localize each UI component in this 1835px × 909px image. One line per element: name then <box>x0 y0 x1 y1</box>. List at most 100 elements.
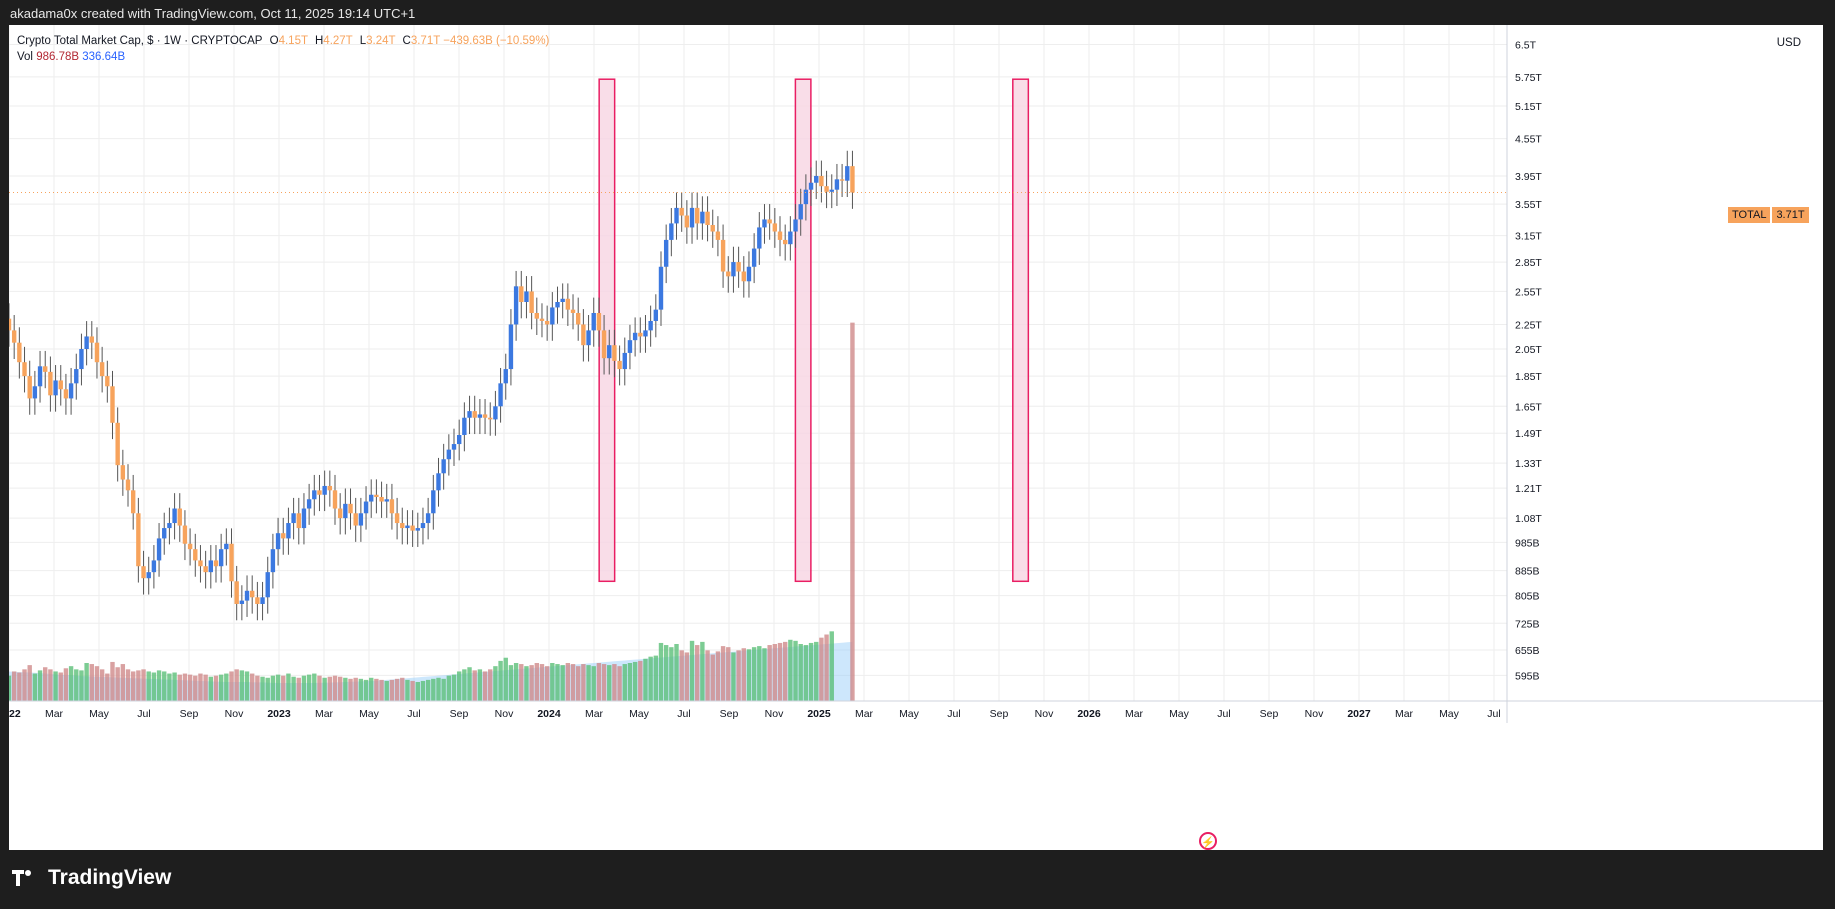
time-tick-label: Nov <box>1305 708 1324 720</box>
volume-bar <box>803 645 809 701</box>
candle <box>555 286 560 324</box>
volume-bar <box>431 678 436 701</box>
chart-frame[interactable]: 6.5T 5.75T 5.15T 4.55T 3.95T 3.55T 3.15T 2.85T 2… <box>9 25 1823 850</box>
candle <box>679 192 684 232</box>
volume-bar <box>508 665 514 701</box>
candle <box>508 309 514 386</box>
candle-body <box>27 376 32 399</box>
volume-bar <box>529 665 534 701</box>
price-tick-label: 2.85T <box>1515 257 1542 269</box>
legend-high-label: H <box>314 35 324 47</box>
candle-body <box>420 523 426 529</box>
candle <box>746 251 752 298</box>
time-tick-label: Nov <box>225 708 244 720</box>
candle-body <box>431 490 436 514</box>
candle <box>270 533 276 589</box>
bolt-icon[interactable]: ⚡ <box>1199 832 1217 850</box>
candle-body <box>322 485 327 495</box>
candle <box>244 575 250 617</box>
candle-body <box>332 490 338 509</box>
volume-bar <box>746 649 752 701</box>
candle-body <box>648 320 653 331</box>
candle <box>425 497 431 540</box>
tradingview-logo-icon <box>12 868 42 888</box>
volume-bar <box>63 668 69 701</box>
candle-body <box>529 291 534 313</box>
candle <box>343 488 348 535</box>
time-tick-label: Sep <box>720 708 739 720</box>
candle <box>120 449 126 496</box>
volume-bar <box>612 664 617 701</box>
price-axis: 6.5T 5.75T 5.15T 4.55T 3.95T 3.55T 3.15T 2.85T 2… <box>1515 40 1542 683</box>
candle-body <box>146 572 151 579</box>
candle-body <box>715 231 721 240</box>
candle-body <box>534 312 540 319</box>
candle <box>674 192 679 240</box>
candle-body <box>467 411 472 418</box>
candle <box>803 174 809 221</box>
candle-body <box>281 533 286 539</box>
tradingview-logo[interactable]: TradingView <box>12 866 171 890</box>
candle-body <box>130 490 136 514</box>
legend-volume-label[interactable]: Vol <box>17 51 33 63</box>
candle <box>705 196 710 242</box>
volume-bar <box>456 671 462 701</box>
time-tick-label: 2026 <box>1077 708 1101 720</box>
last-price-badge-name: TOTAL <box>1728 207 1771 223</box>
volume-bar <box>405 679 410 701</box>
currency-label[interactable]: USD <box>1776 37 1801 49</box>
volume-bar <box>425 679 431 701</box>
candle <box>581 309 586 362</box>
volume-bar <box>110 661 115 701</box>
chart-credit-bar: akadama0x created with TradingView.com, … <box>0 0 1835 28</box>
candle-body <box>612 345 617 361</box>
volume-bar <box>58 672 63 701</box>
volume-bar <box>451 674 457 701</box>
candle <box>136 497 141 583</box>
candle <box>213 545 219 583</box>
candle-body <box>151 560 157 573</box>
volume-bar <box>674 644 679 701</box>
price-tick-label: 985B <box>1515 537 1540 549</box>
candle-body <box>700 211 705 224</box>
price-tick-label: 5.15T <box>1515 101 1542 113</box>
volume-bar <box>824 634 829 701</box>
candle-body <box>384 499 389 502</box>
candle-body <box>250 590 255 598</box>
legend-symbol[interactable]: Crypto Total Market Cap, $ · 1W · CRYPTO… <box>17 35 263 47</box>
volume-bar <box>565 663 571 701</box>
candle <box>327 470 333 507</box>
volume-bar <box>22 669 27 701</box>
candle <box>420 507 426 545</box>
candle-body <box>301 508 307 529</box>
candle <box>125 464 131 507</box>
volume-bar <box>705 650 710 701</box>
candle-body <box>177 508 182 526</box>
candle-body <box>136 513 141 567</box>
candle <box>638 317 643 353</box>
time-tick-label: Mar <box>1125 708 1144 720</box>
price-chart[interactable]: 6.5T 5.75T 5.15T 4.55T 3.95T 3.55T 3.15T 2.85T 2… <box>9 25 1823 850</box>
volume-bar <box>622 664 627 701</box>
candle <box>265 556 270 614</box>
time-tick-label: Sep <box>450 708 469 720</box>
candle <box>53 365 58 412</box>
tradingview-brand-name: TradingView <box>48 866 172 889</box>
volume-bar <box>498 660 503 701</box>
candle-body <box>658 266 664 310</box>
candle <box>239 585 245 621</box>
candle-body <box>710 225 715 232</box>
volume-bar <box>281 675 286 701</box>
volume-bar <box>462 669 467 701</box>
candle-body <box>84 336 89 350</box>
candle-body <box>110 386 115 423</box>
candle-body <box>415 528 420 531</box>
volume-bar <box>829 631 834 701</box>
candle <box>814 160 819 200</box>
candle-body <box>182 525 188 544</box>
price-tick-label: 5.75T <box>1515 72 1542 84</box>
price-tick-label: 2.55T <box>1515 286 1542 298</box>
candle <box>736 246 741 288</box>
candle <box>798 188 803 236</box>
candle <box>767 204 772 240</box>
